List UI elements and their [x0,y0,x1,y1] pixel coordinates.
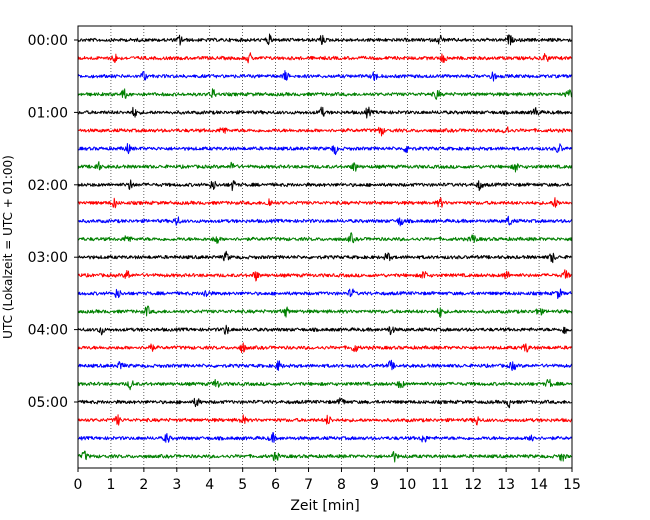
trace-0230 [77,215,573,227]
trace-0030 [77,70,573,82]
x-tick-label-1: 1 [106,477,115,493]
y-tick-label-00:00: 00:00 [28,33,68,49]
trace-0215 [77,197,573,209]
x-tick-label-3: 3 [172,477,181,493]
x-axis-ticks: 0 1 2 3 4 5 6 7 8 9 10 11 12 13 14 15 [74,468,581,493]
y-tick-label-05:00: 05:00 [28,395,68,411]
trace-0530 [77,432,573,443]
y-tick-label-01:00: 01:00 [28,105,68,121]
trace-0430 [77,359,573,372]
trace-0200 [77,179,573,192]
trace-0115 [77,126,573,137]
trace-series [77,33,573,463]
x-tick-label-8: 8 [337,477,346,493]
x-tick-label-15: 15 [563,477,581,493]
x-tick-label-9: 9 [370,477,379,493]
trace-0300 [77,250,573,264]
trace-0445 [77,378,573,391]
trace-0045 [77,88,573,100]
trace-0100 [77,106,573,119]
x-tick-label-6: 6 [271,477,280,493]
x-tick-label-7: 7 [304,477,313,493]
y-axis-label: UTC (Lokalzeit = UTC + 01:00) [1,155,15,339]
trace-0000 [77,33,573,46]
trace-0545 [77,450,573,463]
x-tick-label-4: 4 [205,477,214,493]
x-tick-label-11: 11 [431,477,449,493]
trace-0345 [77,305,573,318]
trace-0330 [77,288,573,300]
x-tick-label-12: 12 [464,477,482,493]
x-tick-label-13: 13 [497,477,515,493]
x-tick-label-14: 14 [530,477,548,493]
y-tick-label-02:00: 02:00 [28,178,68,194]
trace-0015 [77,52,573,64]
trace-0500 [77,397,573,409]
trace-0400 [77,324,573,336]
y-axis-ticks: 00:00 01:00 02:00 03:00 04:00 05:00 [28,33,78,411]
trace-0415 [77,342,573,354]
x-tick-label-5: 5 [238,477,247,493]
plot-frame [77,25,573,469]
trace-0515 [77,414,573,426]
x-tick-label-0: 0 [74,477,83,493]
x-tick-label-10: 10 [398,477,416,493]
x-axis-label: Zeit [min] [290,498,359,514]
y-tick-label-03:00: 03:00 [28,250,68,266]
trace-0145 [77,161,573,173]
y-tick-label-04:00: 04:00 [28,323,68,339]
x-tick-label-2: 2 [139,477,148,493]
trace-0315 [77,269,573,282]
trace-0245 [77,232,573,244]
trace-0130 [77,143,573,156]
